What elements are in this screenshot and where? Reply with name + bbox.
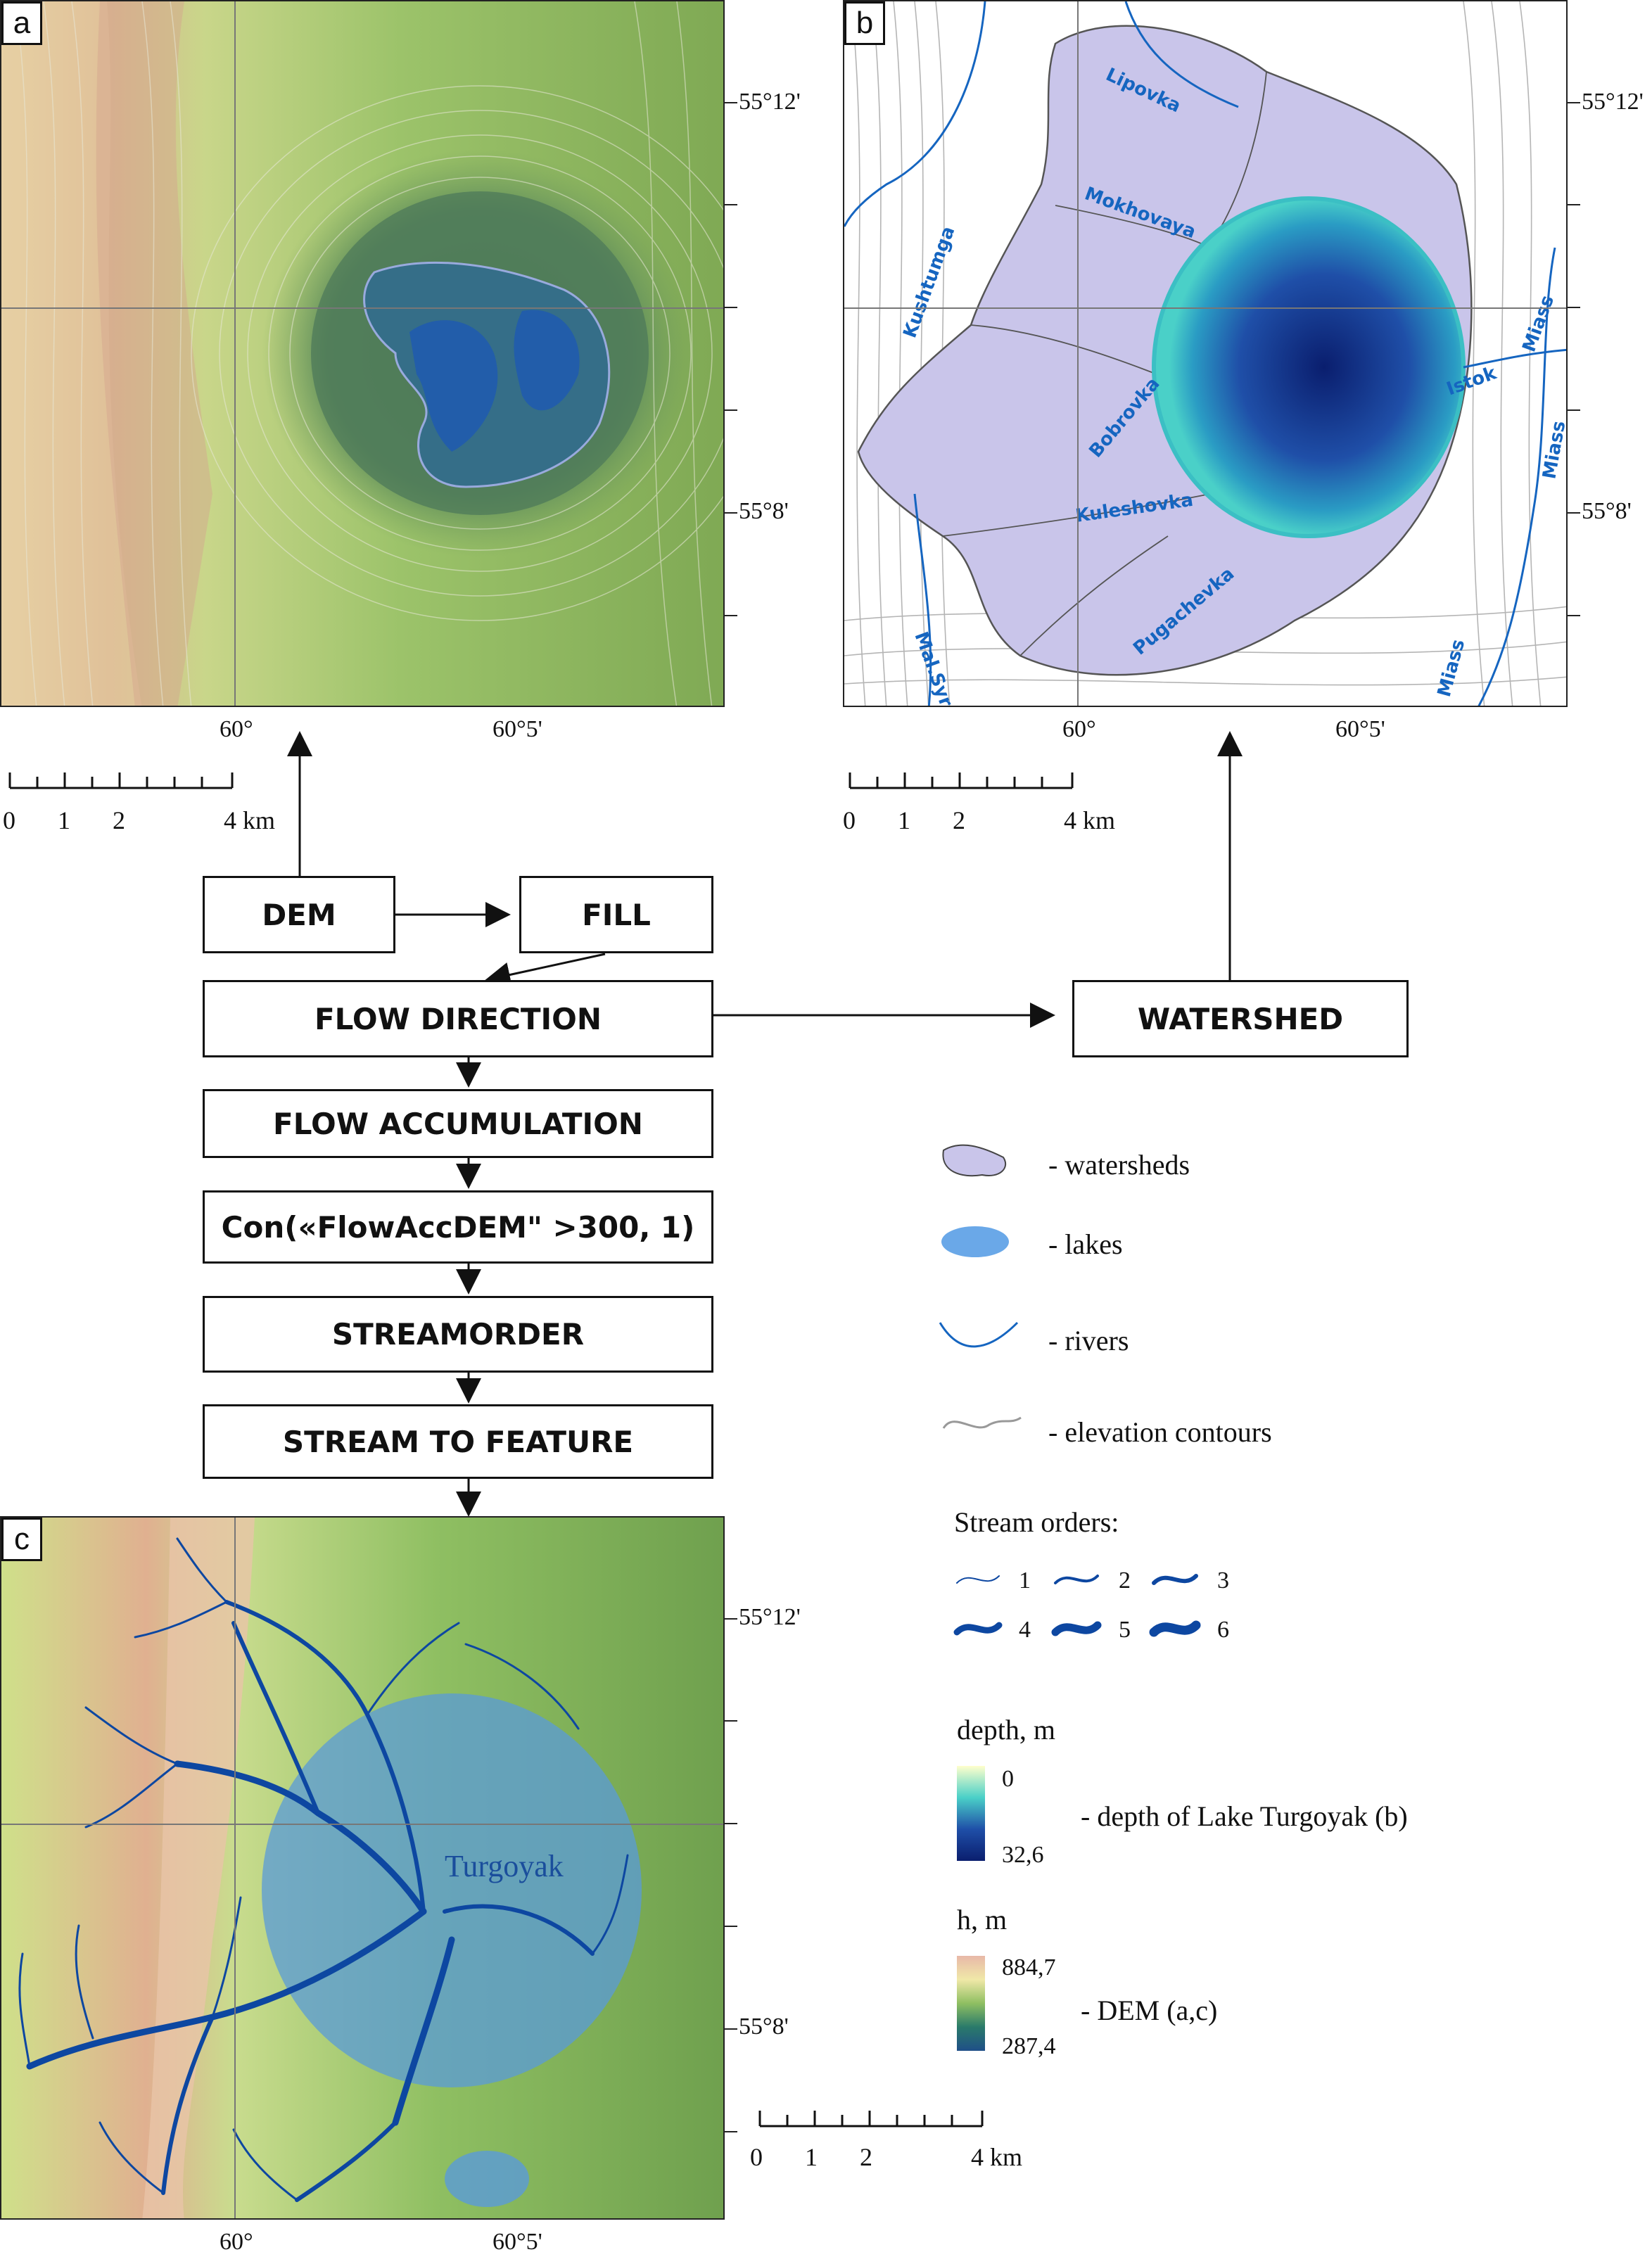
lake-label-turgoyak: Turgoyak [445,1849,564,1883]
lat-top-c: 55°12' [739,1604,801,1630]
scale-a-2: 2 [113,806,125,834]
order-3: 3 [1217,1567,1229,1594]
lake-legend-icon [941,1226,1009,1257]
tick-a-4 [725,409,737,411]
lat-bottom-a: 55°8' [739,498,789,524]
flow-direction-box: FLOW DIRECTION [203,980,713,1057]
map-panel-c: Turgoyak c [0,1516,725,2220]
tick-a-1 [725,102,737,103]
legend-watersheds: - watersheds [1048,1149,1190,1181]
scale-c-0: 0 [750,2143,763,2171]
scale-bar-a [8,772,234,789]
depth-desc: - depth of Lake Turgoyak (b) [1081,1800,1408,1832]
scale-b-4: 4 km [1064,806,1116,834]
panel-c-label: c [1,1518,42,1561]
panel-b-label: b [844,1,885,45]
lat-top-b: 55°12' [1582,89,1644,115]
watershed-map-b: Lipovka Mokhovaya Kushtumga Bobrovka Kul… [844,1,1566,706]
stream-map-c: Turgoyak [1,1518,723,2218]
watershed-box: WATERSHED [1072,980,1409,1057]
stream-to-feature-box: STREAM TO FEATURE [203,1404,713,1479]
h-max: 884,7 [1002,1954,1056,1980]
scale-c-4: 4 km [971,2143,1023,2171]
legend-rivers: - rivers [1048,1325,1129,1356]
h-title: h, m [957,1904,1008,1935]
order-1: 1 [1019,1567,1031,1594]
lon-left-c: 60° [220,2229,253,2255]
stream-order-symbols [953,1574,1201,1637]
tick-c-3 [725,1823,737,1824]
tick-b-6 [1568,615,1580,616]
tick-b-3 [1568,307,1580,308]
watershed-legend-icon [942,1144,1007,1177]
lon-left-b: 60° [1062,716,1096,742]
depth-min: 0 [1002,1766,1014,1792]
map-panel-a: a [0,0,725,707]
tick-a-5 [725,512,737,514]
scale-b-2: 2 [953,806,965,834]
tick-c-5 [725,2028,737,2030]
tick-a-3 [725,307,737,308]
tick-a-6 [725,615,737,616]
depth-title: depth, m [957,1714,1055,1745]
depth-max: 32,6 [1002,1842,1044,1868]
scale-c-1: 1 [805,2143,818,2171]
flow-accumulation-box: FLOW ACCUMULATION [203,1089,713,1158]
streamorder-box: STREAMORDER [203,1296,713,1373]
depth-colorbar [957,1766,985,1861]
tick-b-4 [1568,409,1580,411]
dem-colorbar [957,1956,985,2051]
scale-bar-b [849,772,1074,789]
river-legend-icon [939,1321,1019,1348]
tick-c-2 [725,1720,737,1722]
stream-orders-title: Stream orders: [954,1506,1119,1538]
map-panel-b: Lipovka Mokhovaya Kushtumga Bobrovka Kul… [843,0,1568,707]
order-4: 4 [1019,1617,1031,1643]
flowchart-arrows [287,731,1243,1517]
tick-c-1 [725,1618,737,1620]
order-2: 2 [1119,1567,1131,1594]
lat-bottom-b: 55°8' [1582,498,1632,524]
lon-right-b: 60°5' [1335,716,1385,742]
tick-c-4 [725,1926,737,1927]
scale-a-1: 1 [58,806,70,834]
h-min: 287,4 [1002,2033,1056,2059]
con-box: Con(«FlowAccDEM" >300, 1) [203,1190,713,1264]
dem-box: DEM [203,876,395,953]
tick-a-2 [725,204,737,205]
lat-top-a: 55°12' [739,89,801,115]
scale-b-0: 0 [843,806,856,834]
h-desc: - DEM (a,c) [1081,1995,1218,2026]
legend-lakes: - lakes [1048,1228,1123,1260]
scale-a-0: 0 [3,806,15,834]
scale-c-2: 2 [860,2143,872,2171]
scale-bar-c [758,2111,984,2128]
scale-a-4: 4 km [224,806,276,834]
lon-left-a: 60° [220,716,253,742]
order-6: 6 [1217,1617,1229,1643]
contour-legend-icon [942,1416,1022,1429]
order-5: 5 [1119,1617,1131,1643]
lon-right-a: 60°5' [493,716,542,742]
fill-box: FILL [519,876,713,953]
scale-b-1: 1 [898,806,910,834]
panel-a-label: a [1,1,42,45]
lat-bottom-c: 55°8' [739,2014,789,2040]
tick-c-6 [725,2131,737,2132]
tick-b-5 [1568,512,1580,514]
legend-contours: - elevation contours [1048,1416,1272,1448]
lon-right-c: 60°5' [493,2229,542,2255]
dem-map-a [1,1,723,706]
tick-b-2 [1568,204,1580,205]
tick-b-1 [1568,102,1580,103]
